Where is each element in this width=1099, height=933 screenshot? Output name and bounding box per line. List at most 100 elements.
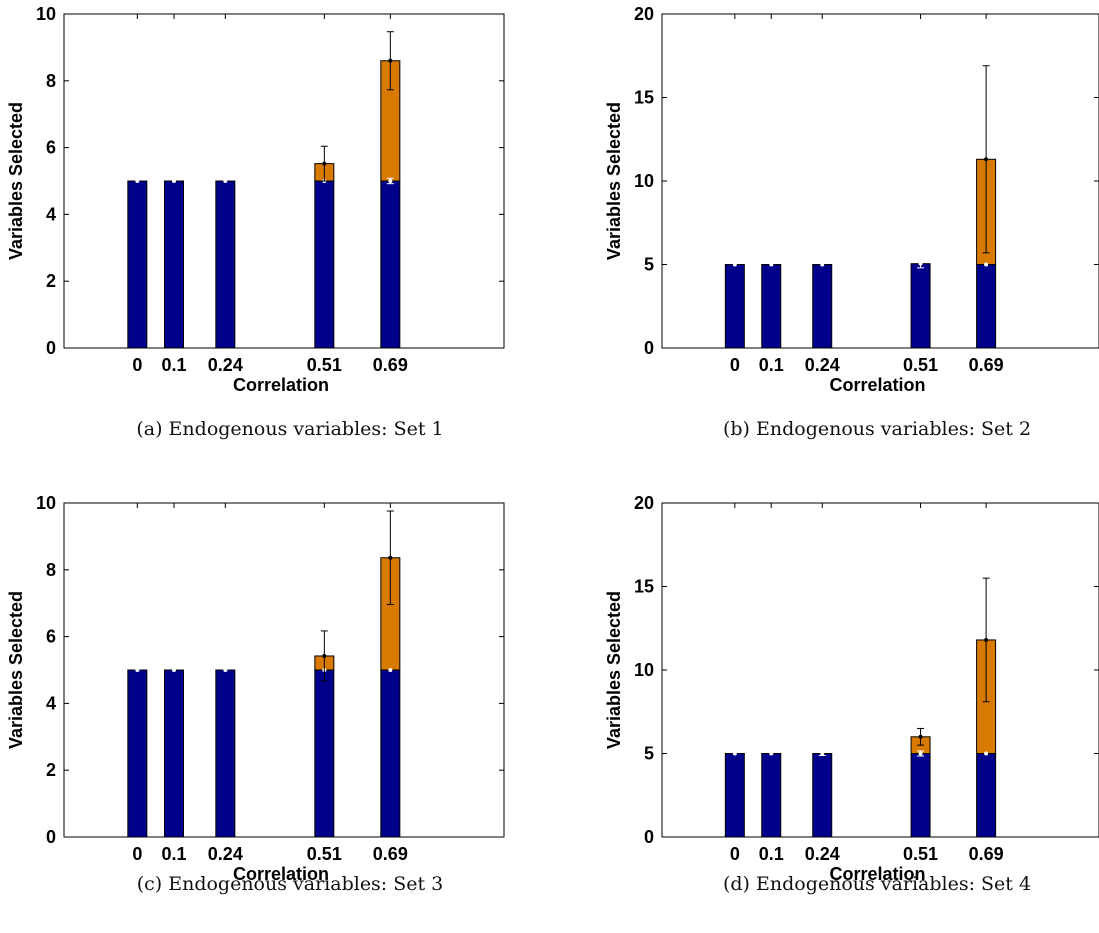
figure-caption: (c) Endogenous variables: Set 3 — [137, 873, 444, 895]
bar-series-1 — [761, 264, 782, 349]
mean-marker — [322, 161, 327, 166]
mean-marker — [918, 261, 923, 266]
y-tick-label: 10 — [36, 4, 56, 24]
mean-marker — [172, 668, 176, 672]
mean-marker — [388, 179, 393, 183]
mean-marker — [984, 157, 989, 162]
x-axis-title: Correlation — [829, 375, 925, 395]
x-tick-label: 0 — [132, 844, 142, 864]
mean-marker — [388, 555, 393, 560]
y-tick-label: 5 — [644, 744, 654, 764]
y-tick-label: 0 — [644, 827, 654, 847]
mean-marker — [820, 262, 825, 267]
x-tick-label: 0.24 — [208, 355, 243, 375]
chart-panel: 0 5 10 15 20 0 0.1 0.24 0.51 0.69 Correlation Varia… — [604, 493, 1099, 895]
y-tick-label: 10 — [634, 171, 654, 191]
bar-series-1 — [164, 669, 184, 838]
mean-marker — [322, 653, 327, 658]
mean-marker — [732, 751, 737, 756]
x-tick-label: 0.1 — [759, 355, 784, 375]
chart-panel: 0 2 4 6 8 10 0 0.1 0.24 0.51 0.69 Correlation Variab… — [6, 493, 505, 895]
mean-marker — [918, 734, 923, 739]
x-tick-label: 0.1 — [161, 844, 186, 864]
x-tick-label: 0 — [730, 844, 740, 864]
x-tick-label: 0.1 — [759, 844, 784, 864]
bar-series-1 — [812, 753, 833, 838]
y-tick-label: 0 — [46, 827, 56, 847]
y-tick-label: 4 — [46, 693, 56, 713]
chart-panel: 0 5 10 15 20 0 0.1 0.24 0.51 0.69 Correlation Varia… — [604, 4, 1099, 440]
x-tick-label: 0.51 — [307, 355, 342, 375]
y-tick-label: 2 — [46, 271, 56, 291]
y-tick-label: 0 — [644, 338, 654, 358]
bar-series-1 — [976, 264, 997, 349]
y-tick-label: 20 — [634, 493, 654, 513]
bar-series-1 — [976, 753, 997, 838]
y-tick-label: 5 — [644, 255, 654, 275]
x-tick-label: 0.24 — [805, 355, 840, 375]
y-tick-label: 2 — [46, 760, 56, 780]
mean-marker — [223, 668, 228, 672]
bar-series-1 — [215, 180, 236, 349]
y-tick-label: 10 — [634, 660, 654, 680]
x-tick-label: 0.24 — [805, 844, 840, 864]
bar-series-1 — [380, 669, 401, 838]
figure-caption: (b) Endogenous variables: Set 2 — [723, 418, 1031, 440]
x-tick-label: 0.1 — [161, 355, 186, 375]
bar-series-1 — [910, 263, 931, 349]
x-tick-label: 0 — [132, 355, 142, 375]
x-tick-label: 0 — [730, 355, 740, 375]
mean-marker — [918, 751, 923, 756]
x-tick-label: 0.51 — [903, 355, 938, 375]
x-tick-label: 0.69 — [373, 844, 408, 864]
bar-series-1 — [314, 669, 335, 838]
y-tick-label: 6 — [46, 627, 56, 647]
bar-series-1 — [812, 264, 833, 349]
figure-caption: (a) Endogenous variables: Set 1 — [136, 418, 443, 440]
x-tick-label: 0.51 — [903, 844, 938, 864]
y-tick-label: 10 — [36, 493, 56, 513]
y-tick-label: 8 — [46, 560, 56, 580]
mean-marker — [984, 751, 989, 756]
mean-marker — [732, 262, 737, 267]
y-tick-label: 15 — [634, 88, 654, 108]
x-tick-label: 0.69 — [969, 355, 1004, 375]
x-axis-title: Correlation — [233, 864, 329, 884]
bar-series-1 — [724, 264, 745, 349]
y-tick-label: 8 — [46, 71, 56, 91]
mean-marker — [388, 58, 393, 63]
bar-series-1 — [724, 753, 745, 838]
mean-marker — [984, 637, 989, 642]
y-tick-label: 0 — [46, 338, 56, 358]
y-tick-label: 6 — [46, 138, 56, 158]
mean-marker — [172, 179, 176, 183]
mean-marker — [135, 179, 140, 183]
bar-series-1 — [380, 180, 401, 349]
bar-series-1 — [910, 753, 931, 838]
mean-marker — [984, 262, 989, 267]
mean-marker — [223, 179, 228, 183]
x-tick-label: 0.24 — [208, 844, 243, 864]
y-axis-title: Variables Selected — [6, 591, 26, 749]
x-tick-label: 0.51 — [307, 844, 342, 864]
mean-marker — [820, 751, 825, 756]
bar-series-1 — [215, 669, 236, 838]
y-axis-title: Variables Selected — [604, 102, 624, 260]
bar-series-1 — [127, 669, 148, 838]
y-axis-title: Variables Selected — [604, 591, 624, 749]
y-tick-label: 15 — [634, 577, 654, 597]
x-axis-title: Correlation — [233, 375, 329, 395]
bar-series-1 — [127, 180, 148, 349]
mean-marker — [388, 668, 393, 672]
mean-marker — [769, 751, 774, 756]
figure-caption: (d) Endogenous variables: Set 4 — [723, 873, 1031, 895]
x-tick-label: 0.69 — [969, 844, 1004, 864]
bar-series-1 — [314, 180, 335, 349]
mean-marker — [135, 668, 140, 672]
bar-series-1 — [164, 180, 184, 349]
x-axis-title: Correlation — [829, 864, 925, 884]
x-tick-label: 0.69 — [373, 355, 408, 375]
y-axis-title: Variables Selected — [6, 102, 26, 260]
y-tick-label: 4 — [46, 204, 56, 224]
